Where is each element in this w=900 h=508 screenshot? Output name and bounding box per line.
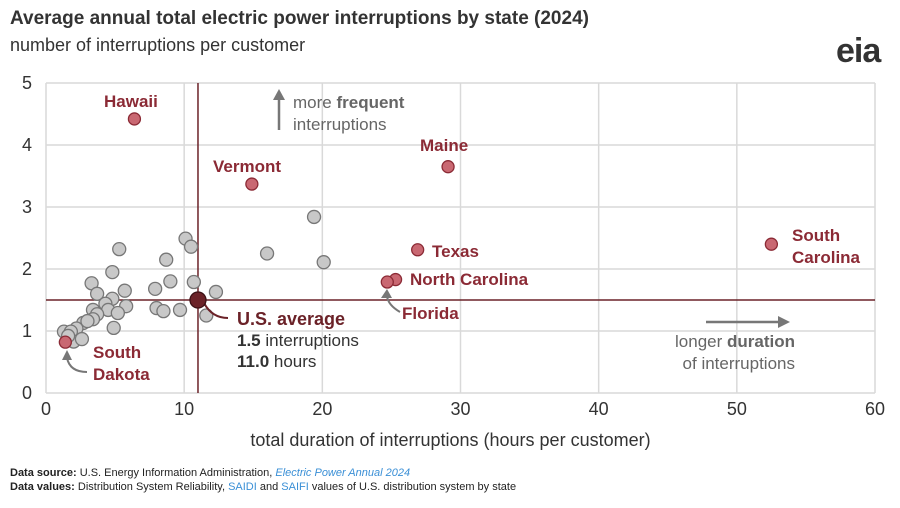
data-point xyxy=(306,209,322,225)
data-point xyxy=(148,281,163,296)
highlighted-point xyxy=(441,160,455,174)
values-label: Data values: xyxy=(10,481,75,493)
south-dakota-arrow xyxy=(66,357,88,373)
arrow-head-icon xyxy=(62,350,72,360)
x-tick-label: 50 xyxy=(727,399,747,419)
data-point xyxy=(89,286,105,301)
highlighted-point xyxy=(380,275,394,289)
values-text-2: values of U.S. distribution system by st… xyxy=(311,481,517,493)
data-point xyxy=(316,255,331,270)
x-axis-label: total duration of interruptions (hours p… xyxy=(250,430,650,450)
chart-title: Average annual total electric power inte… xyxy=(10,8,589,29)
state-label: Florida xyxy=(402,304,459,323)
eia-logo: eia xyxy=(836,32,881,70)
footer-source: Data source: U.S. Energy Information Adm… xyxy=(10,467,410,479)
x-tick-label: 60 xyxy=(865,399,885,419)
saifi-link[interactable]: SAIFI xyxy=(281,481,309,493)
data-point xyxy=(172,302,188,318)
data-point xyxy=(74,331,90,347)
state-label: Vermont xyxy=(213,157,281,176)
data-point xyxy=(159,252,174,267)
x-tick-label: 20 xyxy=(312,399,332,419)
footer-values: Data values: Distribution System Reliabi… xyxy=(10,481,516,493)
state-label: North Carolina xyxy=(410,270,529,289)
y-tick-label: 1 xyxy=(22,321,32,341)
highlighted-point xyxy=(58,335,72,349)
average-hours: 11.0 hours xyxy=(237,352,316,371)
source-label: Data source: xyxy=(10,467,77,479)
florida-arrow xyxy=(386,295,401,313)
data-point xyxy=(208,284,224,300)
data-point xyxy=(183,239,199,254)
up-arrow-icon xyxy=(273,89,285,100)
highlighted-point xyxy=(764,237,779,251)
frequent-annotation-2: interruptions xyxy=(293,115,387,134)
data-point xyxy=(105,264,120,280)
source-text: U.S. Energy Information Administration, xyxy=(79,467,273,479)
state-label: Carolina xyxy=(792,248,861,267)
saidi-link[interactable]: SAIDI xyxy=(228,481,257,493)
right-arrow-icon xyxy=(778,316,790,328)
duration-annotation-2: of interruptions xyxy=(683,354,795,373)
state-label: South xyxy=(792,226,840,245)
data-point xyxy=(163,274,178,289)
state-label: Dakota xyxy=(93,365,150,384)
duration-annotation: longer duration xyxy=(675,332,795,351)
x-tick-label: 0 xyxy=(41,399,51,419)
x-tick-label: 40 xyxy=(589,399,609,419)
y-tick-label: 0 xyxy=(22,383,32,403)
average-label: U.S. average xyxy=(237,309,345,329)
data-point xyxy=(186,274,201,290)
data-point xyxy=(156,304,171,319)
chart-subtitle: number of interruptions per customer xyxy=(10,35,306,55)
state-label: Texas xyxy=(432,242,479,261)
source-link[interactable]: Electric Power Annual 2024 xyxy=(275,467,411,479)
x-tick-label: 10 xyxy=(174,399,194,419)
data-point xyxy=(259,246,275,261)
data-point xyxy=(112,242,127,257)
state-label: South xyxy=(93,343,141,362)
y-tick-label: 2 xyxy=(22,259,32,279)
and-text: and xyxy=(259,481,279,493)
average-leader-line xyxy=(203,302,229,319)
highlighted-point xyxy=(245,177,259,191)
data-point xyxy=(110,305,125,321)
frequent-annotation: more frequent xyxy=(293,93,405,112)
average-point xyxy=(189,291,207,309)
data-point xyxy=(106,320,121,336)
data-point xyxy=(199,308,214,323)
highlighted-point xyxy=(127,112,142,126)
arrow-head-icon xyxy=(381,289,392,298)
state-label: Hawaii xyxy=(104,92,158,111)
x-tick-label: 30 xyxy=(450,399,470,419)
y-tick-label: 5 xyxy=(22,73,32,93)
highlighted-point xyxy=(411,243,425,257)
values-text: Distribution System Reliability, xyxy=(77,481,225,493)
average-interruptions: 1.5 interruptions xyxy=(237,331,359,350)
y-tick-label: 3 xyxy=(22,197,32,217)
state-label: Maine xyxy=(420,136,468,155)
y-tick-label: 4 xyxy=(22,135,32,155)
data-point xyxy=(117,283,132,298)
data-point xyxy=(80,313,95,329)
